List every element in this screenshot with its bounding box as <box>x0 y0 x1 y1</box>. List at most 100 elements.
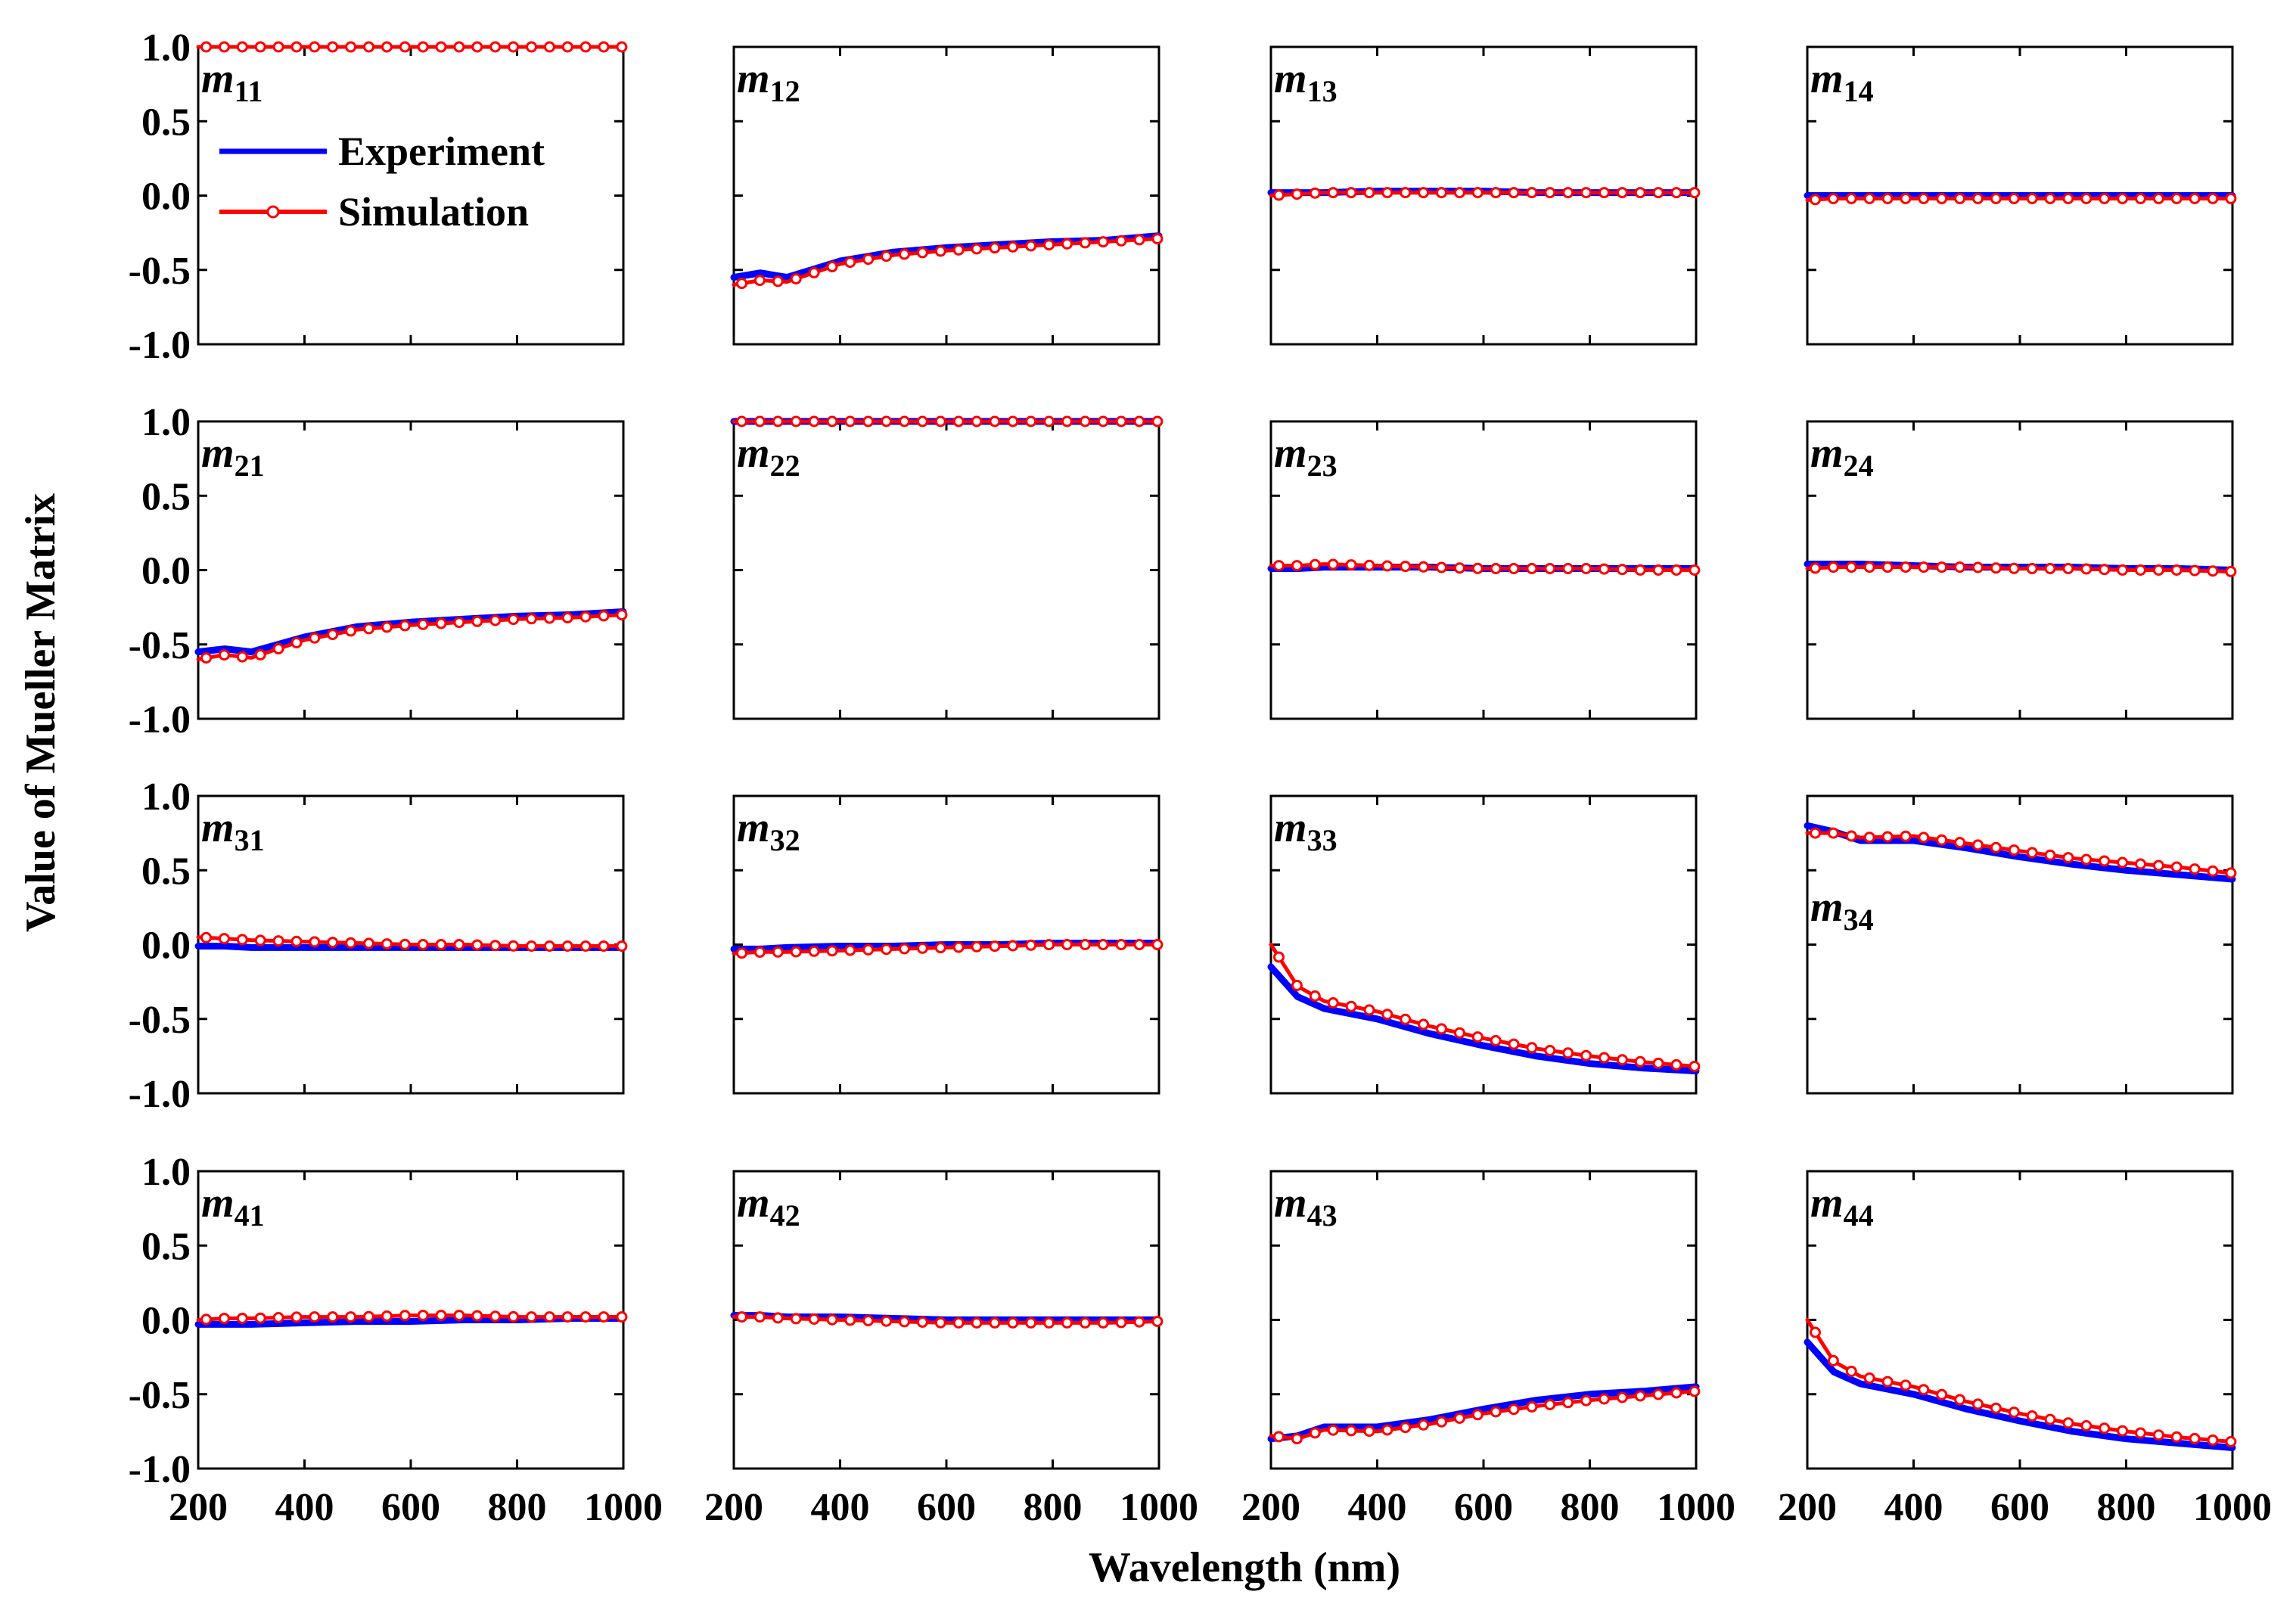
simulation-marker <box>1471 1031 1484 1043</box>
simulation-marker <box>2152 564 2164 576</box>
simulation-marker <box>2117 564 2129 576</box>
simulation-marker <box>1526 187 1538 199</box>
simulation-marker <box>254 934 266 946</box>
simulation-marker <box>1043 239 1055 251</box>
simulation-marker <box>808 415 820 427</box>
simulation-marker <box>1810 1326 1821 1338</box>
simulation-marker <box>561 612 573 623</box>
simulation-marker <box>616 41 628 53</box>
simulation-marker <box>561 940 573 952</box>
panel-label-main: m <box>737 804 770 851</box>
simulation-marker <box>1471 562 1484 574</box>
simulation-marker <box>1616 187 1628 199</box>
simulation-marker <box>1954 561 1966 573</box>
simulation-marker <box>1972 1398 1984 1410</box>
simulation-marker <box>2044 1413 2056 1425</box>
panel-grid: 1.00.50.0-0.5-1.0m11ExperimentSimulation… <box>129 26 2272 1529</box>
simulation-marker <box>1827 193 1839 204</box>
simulation-marker <box>2170 192 2183 204</box>
panel-label-subscript: 13 <box>1307 74 1338 108</box>
legend-simulation-label: Simulation <box>338 189 529 235</box>
simulation-marker <box>1151 939 1164 950</box>
panel-m13: m13 <box>1267 45 1701 346</box>
simulation-marker <box>1508 1038 1520 1050</box>
simulation-marker <box>200 41 212 53</box>
simulation-marker <box>2026 847 2038 859</box>
simulation-marker <box>345 937 357 949</box>
simulation-marker <box>1827 561 1839 573</box>
simulation-marker <box>1097 1316 1109 1329</box>
simulation-marker <box>899 415 910 427</box>
simulation-marker <box>1863 1372 1875 1384</box>
panel-label-m24: m24 <box>1810 430 1874 483</box>
simulation-marker <box>971 243 983 255</box>
legend-simulation-marker <box>266 205 280 219</box>
panel-label-main: m <box>201 55 235 102</box>
x-tick-label: 800 <box>2097 1486 2156 1529</box>
simulation-marker <box>971 1316 983 1329</box>
panel-label-m33: m33 <box>1274 804 1338 857</box>
y-tick-label: 1.0 <box>141 26 191 70</box>
simulation-marker <box>1918 192 1930 204</box>
simulation-marker <box>2152 859 2164 872</box>
panel-m23: m23 <box>1267 420 1701 720</box>
simulation-marker <box>309 41 321 53</box>
simulation-marker <box>1007 241 1019 253</box>
simulation-marker <box>736 1311 747 1323</box>
simulation-marker <box>1936 192 1948 204</box>
simulation-marker <box>862 253 875 266</box>
simulation-marker <box>1562 187 1574 199</box>
simulation-marker <box>1881 1375 1894 1388</box>
simulation-marker <box>435 41 447 53</box>
x-tick-label: 200 <box>1778 1486 1837 1529</box>
y-tick-label: 0.5 <box>141 850 191 893</box>
simulation-marker <box>236 41 248 53</box>
simulation-marker <box>1133 234 1145 246</box>
simulation-marker <box>236 934 248 946</box>
panel-label-m43: m43 <box>1274 1180 1338 1232</box>
simulation-marker <box>1972 192 1984 204</box>
simulation-marker <box>1453 1413 1465 1424</box>
simulation-marker <box>916 942 928 954</box>
simulation-marker <box>1599 563 1610 575</box>
simulation-marker <box>598 41 610 53</box>
simulation-marker <box>272 935 284 947</box>
x-tick-label: 400 <box>275 1486 334 1529</box>
simulation-marker <box>934 245 946 257</box>
simulation-marker <box>2099 564 2111 576</box>
simulation-marker <box>2044 192 2056 204</box>
simulation-marker <box>2062 563 2074 574</box>
simulation-marker <box>1381 187 1393 199</box>
simulation-marker <box>489 940 502 952</box>
simulation-marker <box>616 609 628 621</box>
simulation-marker <box>1079 237 1091 249</box>
simulation-marker <box>1007 940 1019 952</box>
simulation-marker <box>1918 831 1930 844</box>
simulation-marker <box>952 941 965 953</box>
simulation-marker <box>2008 1407 2020 1419</box>
simulation-marker <box>2207 565 2219 577</box>
simulation-marker <box>435 939 447 950</box>
panel-m14: m14 <box>1804 45 2237 346</box>
simulation-marker <box>543 612 555 624</box>
panel-m34: m34 <box>1804 794 2237 1095</box>
simulation-marker <box>916 247 928 259</box>
y-tick-label: 0.0 <box>141 1300 191 1343</box>
simulation-marker <box>309 936 321 948</box>
simulation-marker <box>345 625 357 637</box>
x-tick-label: 1000 <box>1120 1486 1198 1529</box>
simulation-marker <box>1526 563 1538 574</box>
simulation-marker <box>1471 1409 1484 1421</box>
simulation-marker <box>1936 561 1948 573</box>
simulation-marker <box>1670 1387 1682 1399</box>
simulation-marker <box>1436 187 1447 199</box>
simulation-marker <box>417 939 429 950</box>
simulation-marker <box>1845 1366 1857 1377</box>
simulation-marker <box>1327 997 1339 1009</box>
simulation-marker <box>1845 192 1857 204</box>
panel-label-main: m <box>1810 884 1844 931</box>
simulation-marker <box>218 649 230 661</box>
simulation-marker <box>2026 192 2038 204</box>
simulation-marker <box>363 41 374 53</box>
simulation-marker <box>1133 939 1145 950</box>
